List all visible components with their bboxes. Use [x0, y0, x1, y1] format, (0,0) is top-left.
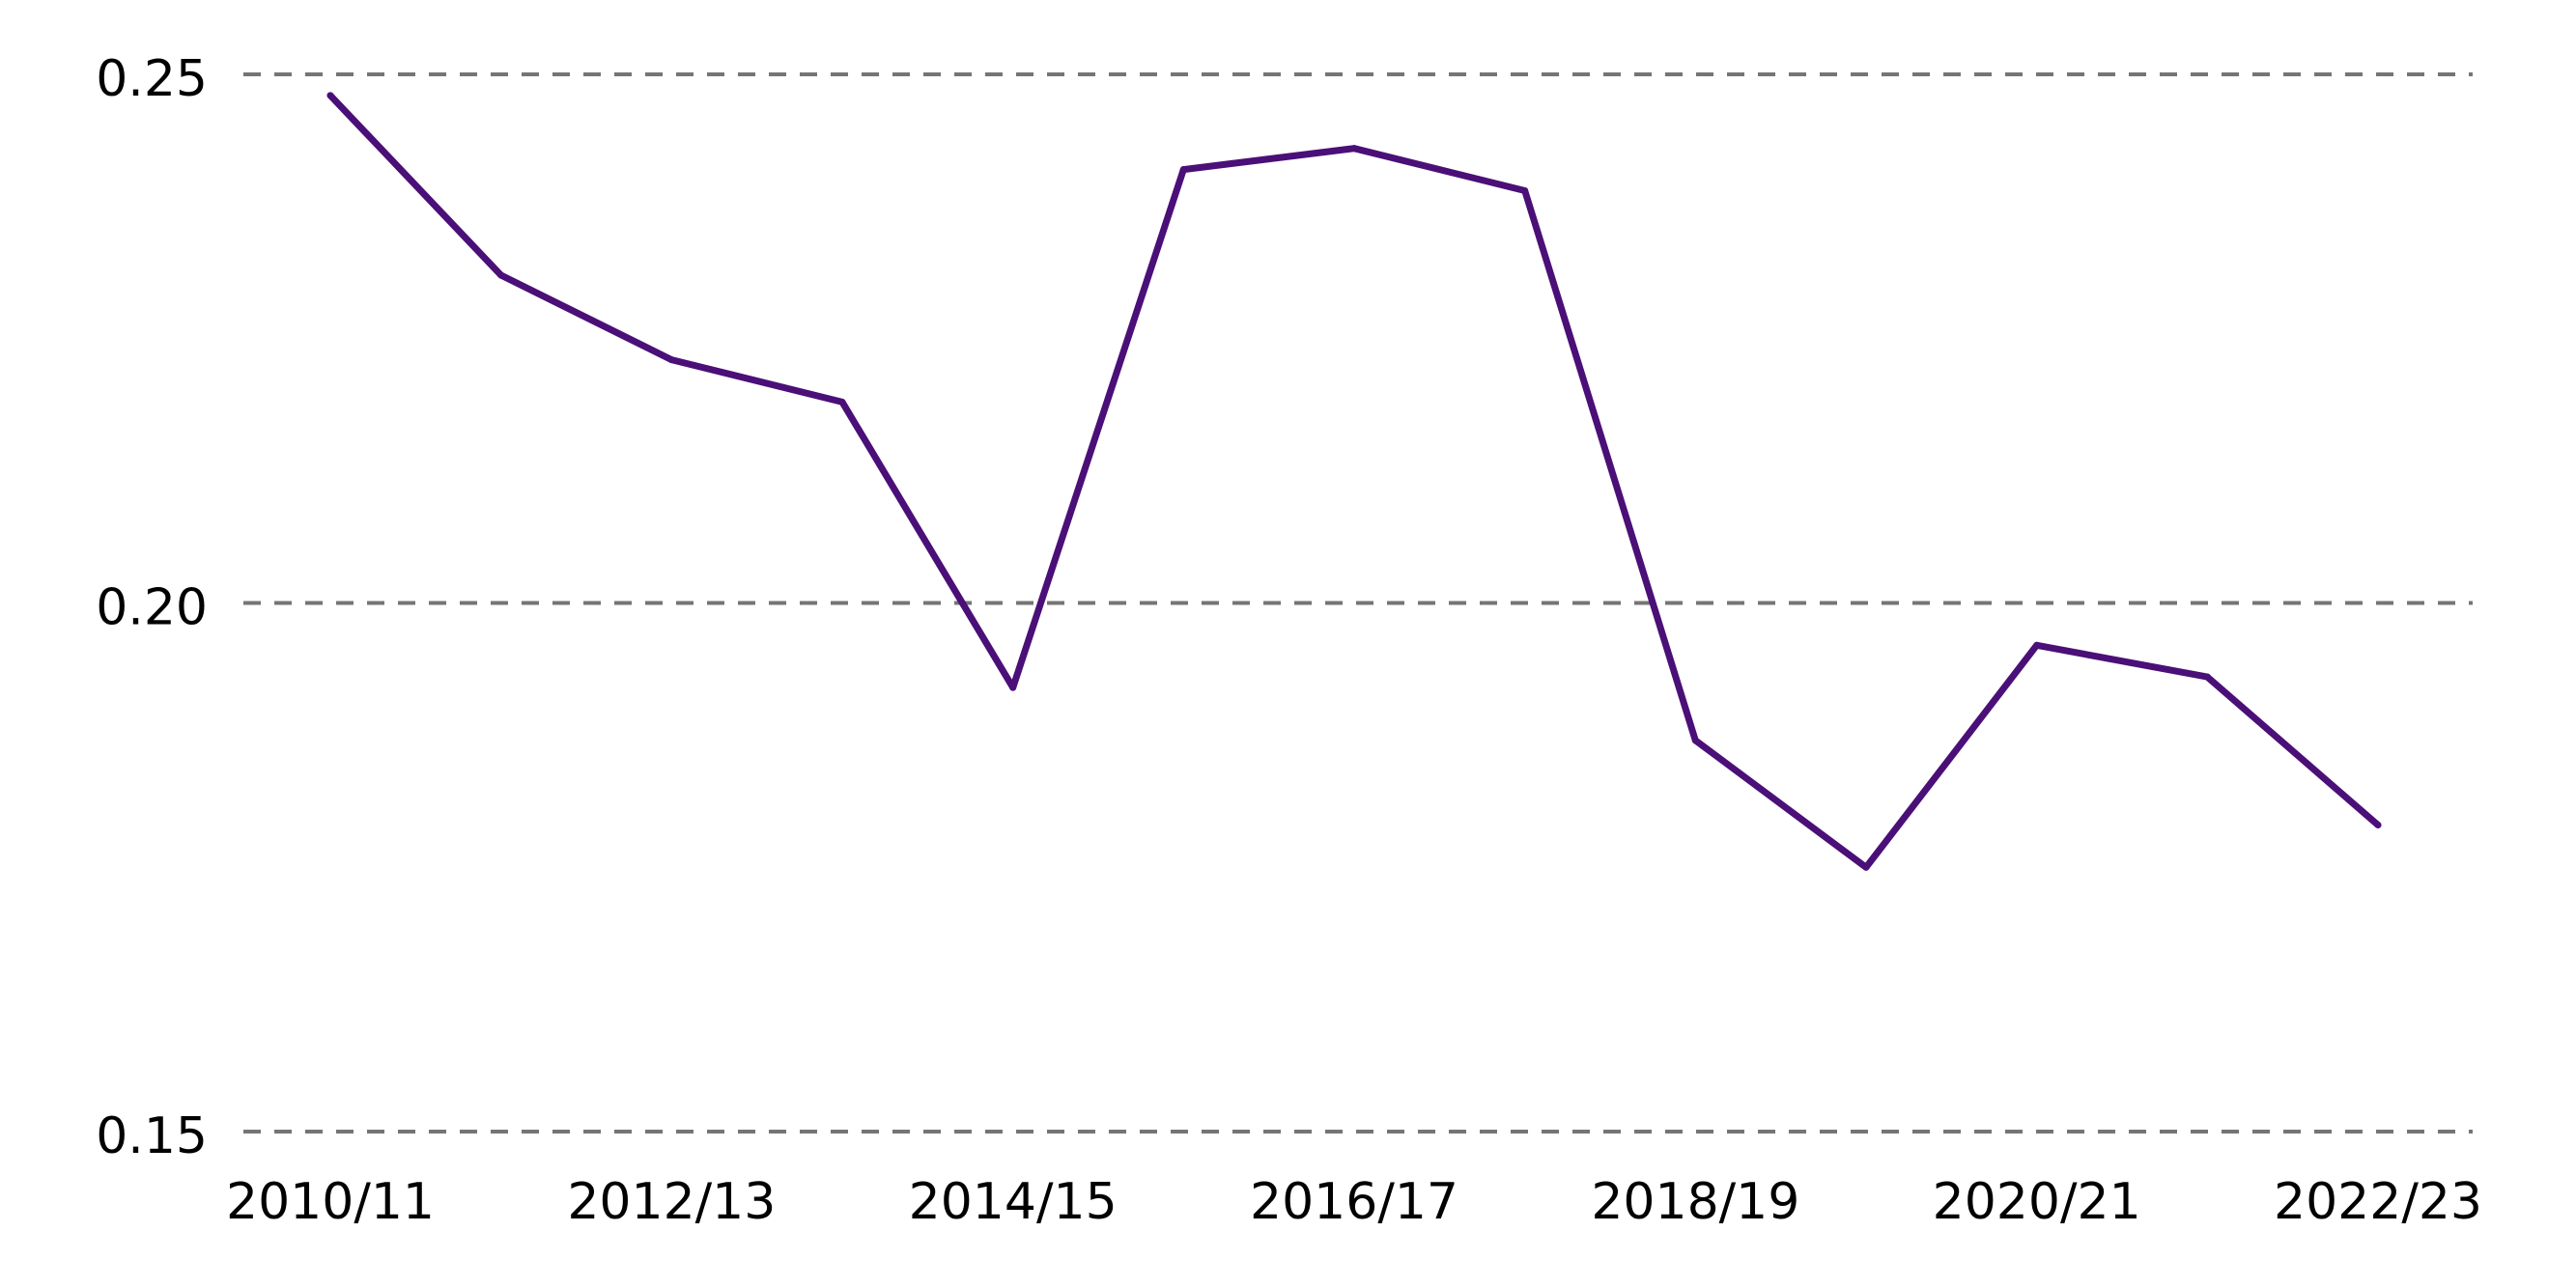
data-point [2374, 821, 2382, 828]
x-tick-label: 2012/13 [567, 1173, 776, 1231]
data-point [838, 398, 846, 406]
x-tick-label: 2022/23 [2274, 1173, 2482, 1231]
x-tick-label: 2010/11 [226, 1173, 435, 1231]
data-point [326, 92, 334, 99]
data-point [1179, 166, 1187, 174]
series-layer [326, 92, 2382, 871]
data-point [2033, 641, 2041, 649]
x-tick-label: 2016/17 [1250, 1173, 1458, 1231]
y-tick-label: 0.25 [96, 50, 208, 108]
y-tick-label: 0.15 [96, 1107, 208, 1165]
data-point [1521, 186, 1529, 194]
y-axis-tick-labels: 0.15 0.20 0.25 [96, 50, 208, 1165]
y-tick-label: 0.20 [96, 579, 208, 637]
x-tick-label: 2014/15 [909, 1173, 1118, 1231]
data-point [1350, 145, 1358, 153]
data-point [497, 271, 505, 279]
data-point [667, 356, 675, 364]
data-point [1862, 863, 1870, 871]
x-axis-tick-labels: 2010/11 2012/13 2014/15 2016/17 2018/19 2020/… [226, 1173, 2482, 1231]
data-point [1009, 684, 1017, 691]
data-point [2203, 673, 2211, 681]
x-tick-label: 2018/19 [1591, 1173, 1799, 1231]
series-line [326, 92, 2382, 871]
data-point [1691, 737, 1699, 744]
x-tick-label: 2020/21 [1933, 1173, 2141, 1231]
gridlines [243, 72, 2473, 1134]
